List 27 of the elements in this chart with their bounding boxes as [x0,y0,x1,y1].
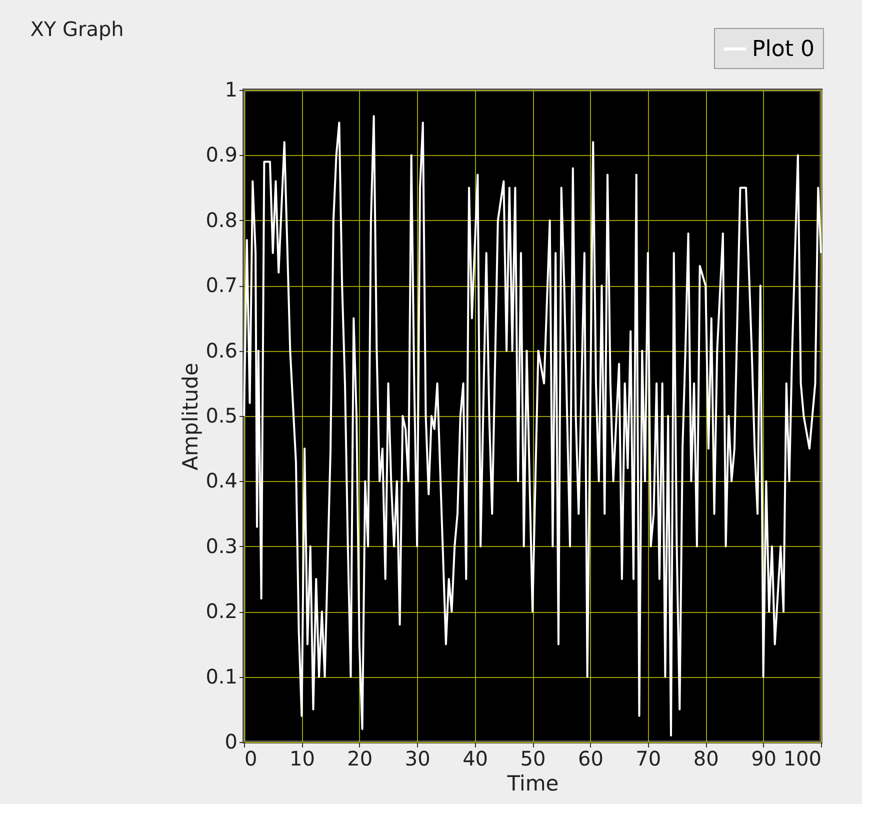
text: XY Graph [30,17,124,41]
y-tick-label: 0.8 [206,208,238,232]
y-tick-label: 0.2 [206,599,238,624]
y-axis-title: Amplitude [178,362,203,470]
y-tick-label: 0.9 [206,142,238,167]
x-tick-label: 100 [783,746,822,770]
x-tick-label: 80 [693,746,719,770]
y-tick-label: 0.6 [206,338,238,362]
x-axis-title: Time [506,772,559,796]
x-tick-label: 60 [578,746,604,770]
y-tick-label: 0.4 [206,468,238,493]
y-tick-label: 0.1 [206,664,238,688]
y-tick-label: 0 [224,730,238,754]
x-tick-label: 20 [347,746,373,770]
x-tick-label: 30 [404,746,430,770]
x-tick-label: 90 [751,746,777,770]
y-tick-label: 0.5 [206,404,238,428]
x-tick-label: 0 [244,746,258,770]
y-tick-label: 0.7 [206,273,238,298]
legend-label: Plot 0 [752,37,814,62]
x-tick-label: 10 [289,746,315,770]
y-tick-label: 0.3 [206,534,238,558]
y-tick-label: 1 [224,78,238,102]
x-tick-label: 50 [520,746,546,770]
x-tick-label: 70 [636,746,662,770]
x-tick-label: 40 [462,746,488,770]
line-series [243,115,822,736]
